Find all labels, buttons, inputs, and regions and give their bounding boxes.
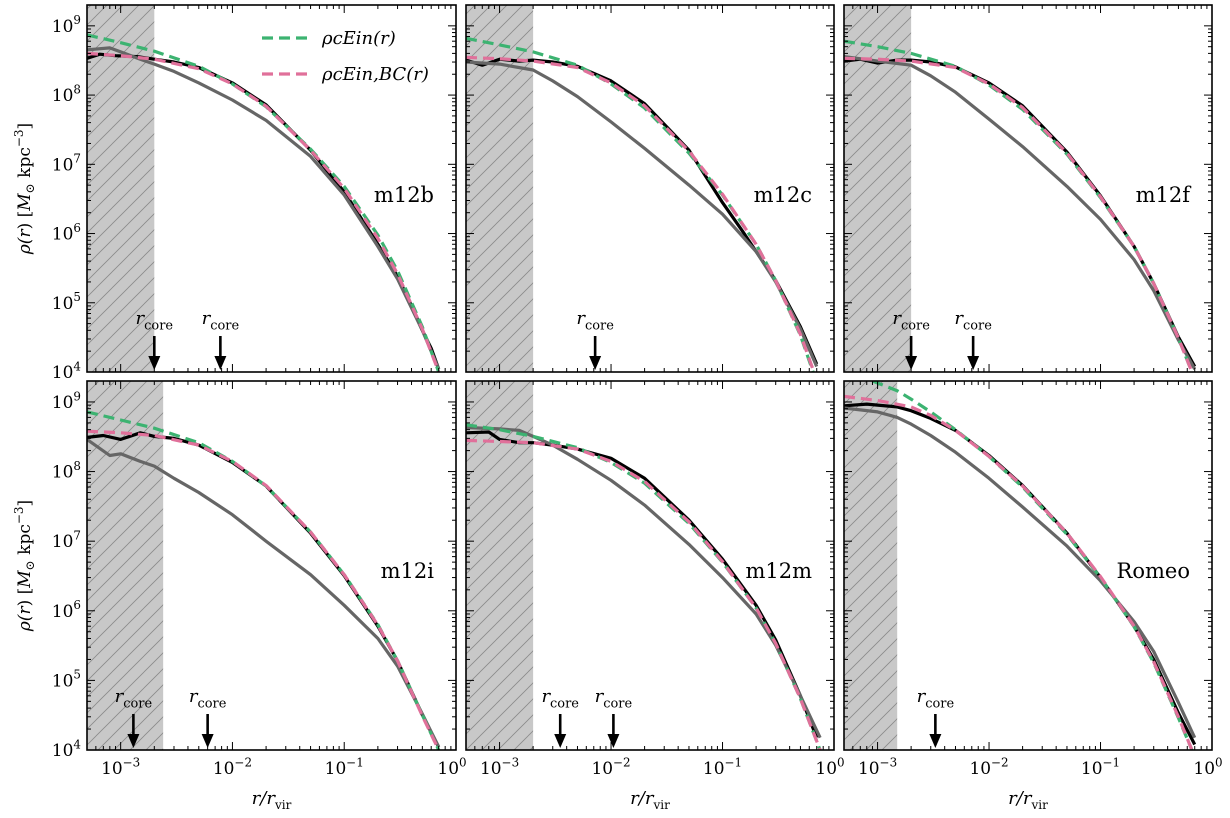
y-tick-label: 108 bbox=[52, 82, 81, 106]
y-tick-label: 106 bbox=[52, 598, 81, 622]
arrow-head bbox=[201, 734, 214, 748]
series-line-1 bbox=[844, 406, 1197, 739]
plot-frame bbox=[465, 380, 835, 751]
series-line-3 bbox=[466, 55, 816, 372]
shaded-region bbox=[87, 381, 164, 750]
shaded-region bbox=[466, 5, 534, 372]
panel-label: m12i bbox=[381, 559, 435, 583]
y-tick-label: 104 bbox=[52, 737, 81, 761]
y-tick-label: 104 bbox=[52, 359, 81, 383]
series-line-3 bbox=[466, 438, 822, 750]
legend-label: ρcEin,BC(r) bbox=[321, 64, 429, 85]
plot-frame bbox=[86, 4, 457, 373]
series-group bbox=[844, 39, 1197, 372]
series-line-3 bbox=[844, 56, 1194, 372]
arrow-label-rcore: rcore bbox=[917, 686, 955, 711]
panel-m12f: m12f rcore rcore bbox=[843, 4, 1213, 373]
y-axis-label: ρ(r) [M⊙ kpc−3] bbox=[12, 500, 37, 632]
y-axis-label: ρ(r) [M⊙ kpc−3] bbox=[12, 123, 37, 255]
shaded-region bbox=[466, 381, 534, 750]
x-axis-label: r/rvir bbox=[630, 788, 670, 812]
shaded-region bbox=[844, 381, 898, 750]
y-tick-label: 109 bbox=[52, 13, 81, 37]
y-tick-label: 108 bbox=[52, 459, 81, 483]
legend-label: ρcEin(r) bbox=[321, 28, 396, 49]
x-tick-label: 10−3 bbox=[101, 755, 140, 779]
x-tick-label: 10−1 bbox=[1081, 755, 1120, 779]
series-group bbox=[844, 381, 1197, 750]
y-tick-label: 106 bbox=[52, 221, 81, 245]
series-line-3 bbox=[87, 51, 441, 372]
arrow-head bbox=[967, 356, 980, 370]
arrow-label-rcore: rcore bbox=[595, 686, 633, 711]
x-tick-label: 10−2 bbox=[213, 755, 252, 779]
arrow-label-rcore: rcore bbox=[541, 686, 579, 711]
arrow-label-rcore: rcore bbox=[576, 308, 614, 333]
series-line-2 bbox=[466, 423, 822, 750]
plot-frame bbox=[465, 4, 835, 373]
series-line-2 bbox=[871, 381, 1194, 750]
arrow-head bbox=[127, 734, 140, 748]
arrow-label-rcore: rcore bbox=[892, 308, 930, 333]
series-group bbox=[87, 410, 441, 750]
x-tick-label: 10−1 bbox=[703, 755, 742, 779]
panel-label: Romeo bbox=[1117, 559, 1190, 583]
series-line-1 bbox=[844, 55, 1197, 370]
series-line-1 bbox=[87, 46, 441, 370]
panel-label: m12b bbox=[374, 183, 434, 207]
x-tick-label: 10−3 bbox=[858, 755, 897, 779]
arrow-label-rcore: rcore bbox=[136, 308, 174, 333]
y-tick-label: 107 bbox=[52, 529, 81, 553]
arrow-head bbox=[554, 734, 567, 748]
panel-m12c: m12c rcore bbox=[465, 4, 835, 373]
shaded-region bbox=[87, 5, 155, 372]
panel-label: m12m bbox=[745, 559, 812, 583]
series-group bbox=[466, 423, 822, 750]
y-tick-label: 105 bbox=[52, 668, 81, 692]
arrow-label-rcore: rcore bbox=[954, 308, 992, 333]
arrow-head bbox=[929, 734, 942, 748]
arrow-head bbox=[148, 356, 161, 370]
x-tick-label: 100 bbox=[437, 755, 466, 779]
series-group bbox=[87, 33, 441, 372]
plot-frame bbox=[843, 380, 1213, 751]
x-axis-label: r/rvir bbox=[252, 788, 292, 812]
panel-label: m12f bbox=[1136, 183, 1193, 207]
arrow-label-rcore: rcore bbox=[189, 686, 227, 711]
x-tick-label: 10−2 bbox=[591, 755, 630, 779]
x-tick-label: 10−2 bbox=[969, 755, 1008, 779]
x-tick-label: 100 bbox=[815, 755, 844, 779]
y-tick-label: 109 bbox=[52, 389, 81, 413]
arrow-head bbox=[607, 734, 620, 748]
x-axis-label: r/rvir bbox=[1008, 788, 1048, 812]
x-tick-label: 10−3 bbox=[480, 755, 519, 779]
y-tick-label: 107 bbox=[52, 152, 81, 176]
series-group bbox=[466, 36, 819, 372]
plot-frame bbox=[843, 4, 1213, 373]
plot-frame bbox=[86, 380, 457, 751]
arrow-head bbox=[589, 356, 602, 370]
y-tick-label: 105 bbox=[52, 290, 81, 314]
panel-m12m: 10−3 10−2 10−1 100 r/rvir m12m rcore rcore bbox=[465, 380, 845, 812]
panel-m12i: 10−3 10−2 10−1 100 r/rvir 104 105 106 107 108 109 ρ… bbox=[12, 380, 467, 812]
arrow-head bbox=[905, 356, 918, 370]
series-line-1 bbox=[87, 438, 441, 748]
x-tick-label: 100 bbox=[1193, 755, 1222, 779]
arrow-label-rcore: rcore bbox=[115, 686, 153, 711]
x-tick-label: 10−1 bbox=[325, 755, 364, 779]
arrow-label-rcore: rcore bbox=[202, 308, 240, 333]
shaded-region bbox=[844, 5, 912, 372]
arrow-head bbox=[214, 356, 227, 370]
panel-m12b: 104 105 106 107 108 109 ρ(r) [M⊙ kpc−3] m12b rco… bbox=[12, 4, 457, 383]
series-line-3 bbox=[844, 394, 1194, 750]
panel-romeo: 10−3 10−2 10−1 100 r/rvir Romeo rcore bbox=[843, 380, 1223, 812]
series-line-3 bbox=[87, 429, 441, 750]
panel-label: m12c bbox=[754, 183, 812, 207]
